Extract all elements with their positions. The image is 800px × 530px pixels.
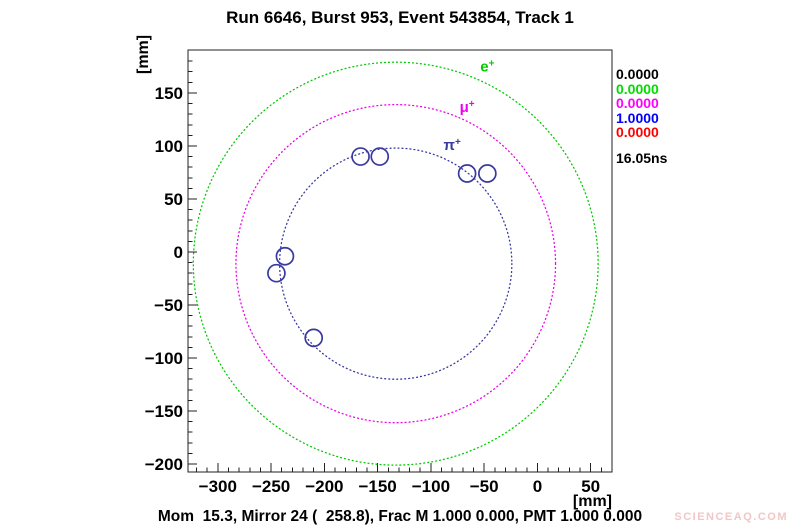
legend-panel: 0.0000 0.0000 0.0000 1.0000 0.0000 16.05ns (616, 67, 667, 166)
x-tick-label: −150 (358, 477, 396, 496)
legend-value-0: 0.0000 (616, 66, 659, 82)
x-axis-unit-label: [mm] (573, 493, 612, 510)
ring-label-pi+: π+ (444, 137, 461, 154)
x-tick-label: −50 (470, 477, 499, 496)
y-axis-unit-label: [mm] (135, 35, 152, 74)
legend-value-2: 0.0000 (616, 95, 659, 112)
ring-label-e+: e+ (480, 59, 494, 76)
x-tick-label: −300 (199, 477, 237, 496)
hit-marker-6 (304, 328, 324, 348)
ring-label-mu+: μ+ (460, 99, 475, 116)
x-tick-label: −250 (252, 477, 290, 496)
y-tick-label: 50 (164, 190, 183, 209)
hit-marker-3 (478, 164, 497, 183)
y-tick-label: 150 (155, 84, 183, 103)
x-tick-label: −200 (305, 477, 343, 496)
plot-frame (187, 49, 613, 473)
y-tick-label: −50 (154, 296, 183, 315)
ring-e+ (192, 61, 599, 466)
y-tick-label: 100 (155, 137, 183, 156)
legend-time-value: 16.05ns (616, 149, 668, 166)
hit-marker-2 (457, 164, 477, 183)
y-tick-label: −200 (145, 455, 183, 474)
ring-mu+ (235, 103, 557, 424)
hit-marker-4 (275, 246, 295, 266)
hit-marker-5 (267, 263, 286, 283)
x-tick-label: −100 (412, 477, 450, 496)
x-tick-label: 50 (581, 477, 600, 496)
legend-value-3: 1.0000 (616, 109, 659, 126)
footer-info: Mom 15.3, Mirror 24 ( 258.8), Frac M 1.0… (157, 508, 643, 525)
page-title: Run 6646, Burst 953, Event 543854, Track… (226, 8, 574, 27)
y-tick-label: −150 (145, 402, 183, 421)
legend-value-4: 0.0000 (616, 124, 659, 141)
hit-marker-1 (370, 147, 390, 166)
ring-pi+ (278, 147, 513, 380)
legend-value-1: 0.0000 (616, 80, 659, 97)
hit-marker-0 (351, 147, 370, 166)
y-tick-label: 0 (174, 243, 183, 262)
x-tick-label: 0 (533, 477, 542, 496)
watermark: SCIENCEAQ.COM (674, 511, 788, 523)
y-tick-label: −100 (145, 349, 183, 368)
